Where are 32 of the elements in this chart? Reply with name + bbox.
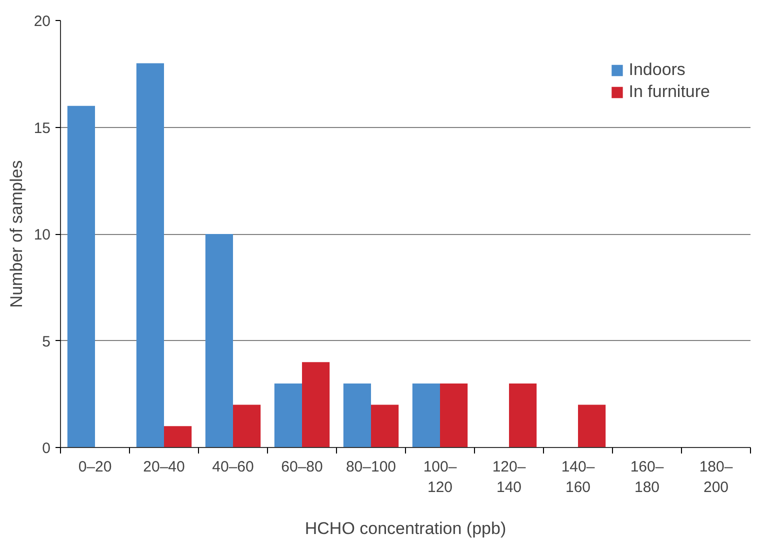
legend-label: Indoors (628, 60, 686, 80)
bar (67, 106, 95, 448)
y-tick-label: 0 (42, 440, 50, 457)
x-tick-label: 80–100 (346, 458, 396, 476)
x-tick-label: 40–60 (212, 458, 254, 476)
x-tick-label: 140– 160 (561, 458, 596, 496)
bar (412, 383, 440, 448)
legend-label: In furniture (628, 82, 710, 102)
bar (205, 234, 233, 448)
bar (343, 383, 371, 448)
y-tick-label: 10 (34, 226, 51, 244)
bar (509, 383, 537, 448)
y-tick-label: 15 (34, 120, 51, 137)
x-tick-label: 100– 120 (423, 458, 458, 496)
x-tick-label: 160– 180 (630, 458, 664, 496)
x-tick-label: 20–40 (143, 458, 185, 476)
bar (578, 404, 606, 448)
x-tick-label: 180– 200 (699, 458, 734, 496)
x-axis-title: HCHO concentration (ppb) (304, 518, 506, 538)
x-tick-label: 60–80 (281, 458, 323, 476)
y-tick-label: 20 (34, 13, 51, 30)
bar (302, 362, 330, 448)
bar (274, 383, 302, 448)
bar (233, 404, 261, 448)
y-axis-title: Number of samples (6, 160, 26, 308)
x-tick-label: 120– 140 (492, 458, 526, 496)
bar (371, 404, 399, 448)
bar (164, 426, 192, 448)
bar (136, 63, 164, 448)
bar (440, 383, 468, 448)
x-tick-label: 0–20 (78, 458, 112, 476)
y-tick-label: 5 (42, 333, 50, 350)
